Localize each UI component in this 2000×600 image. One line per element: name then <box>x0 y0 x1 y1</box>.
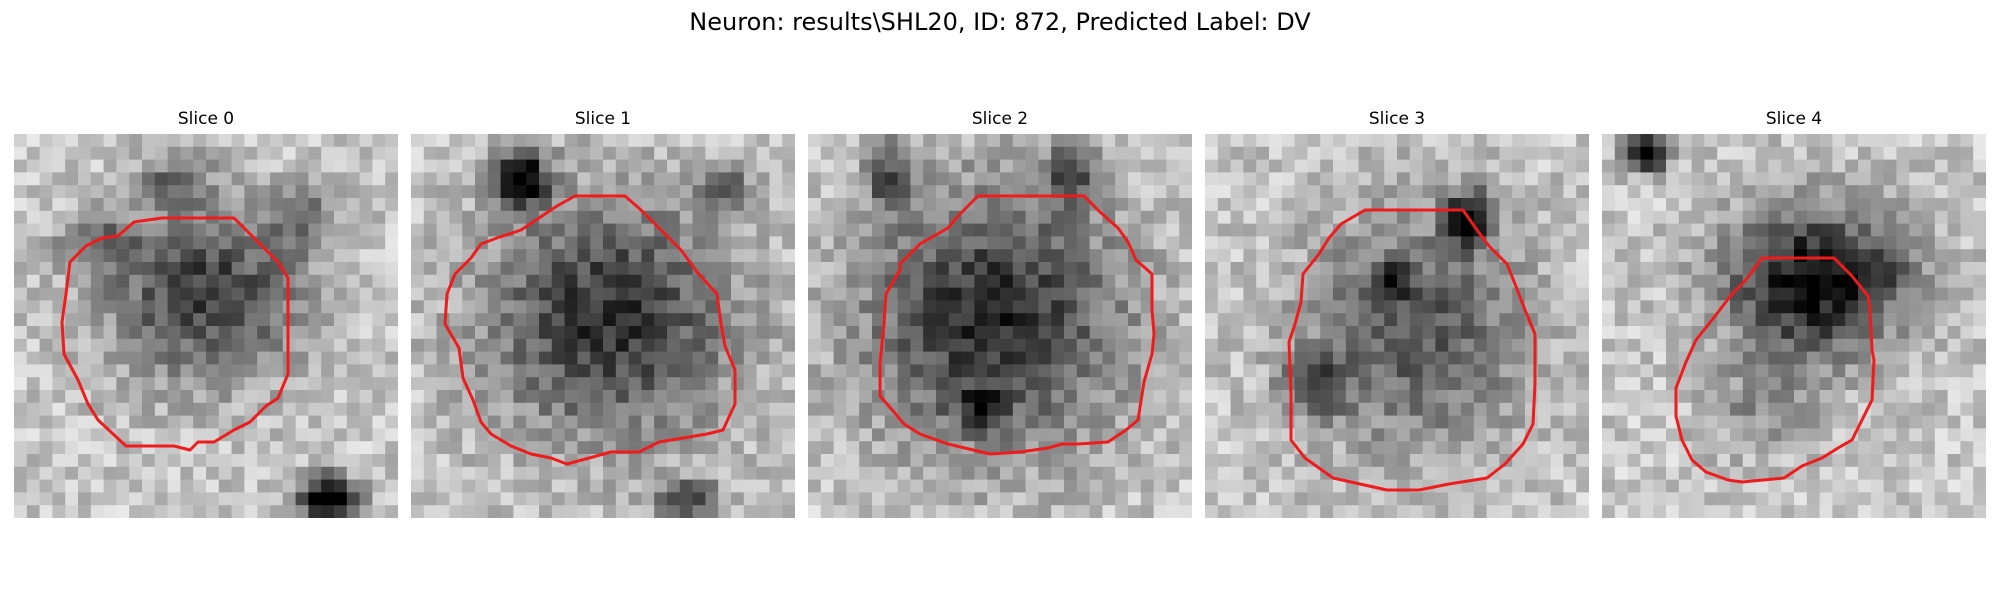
slice-0-grayscale-tiles <box>14 134 398 518</box>
slice-title-0: Slice 0 <box>177 109 235 129</box>
slice-title-1: Slice 1 <box>574 109 632 129</box>
neuron-contour-0 <box>60 216 290 452</box>
slice-4-grayscale-tiles <box>1602 134 1986 518</box>
slice-image-1 <box>411 134 795 518</box>
slice-image-4 <box>1602 134 1986 518</box>
neuron-contour-4 <box>1674 256 1876 484</box>
slice-title-2: Slice 2 <box>971 109 1029 129</box>
slice-title-3: Slice 3 <box>1368 109 1426 129</box>
figure-title: Neuron: results\SHL20, ID: 872, Predicte… <box>689 8 1311 36</box>
neuron-contour-2 <box>878 194 1156 456</box>
slice-title-4: Slice 4 <box>1765 109 1823 129</box>
neuron-contour-3 <box>1287 208 1537 492</box>
slice-image-0 <box>14 134 398 518</box>
slice-image-3 <box>1205 134 1589 518</box>
slice-2-grayscale-tiles <box>808 134 1192 518</box>
slice-1-grayscale-tiles <box>411 134 795 518</box>
neuron-contour-1 <box>443 194 737 466</box>
slice-image-2 <box>808 134 1192 518</box>
